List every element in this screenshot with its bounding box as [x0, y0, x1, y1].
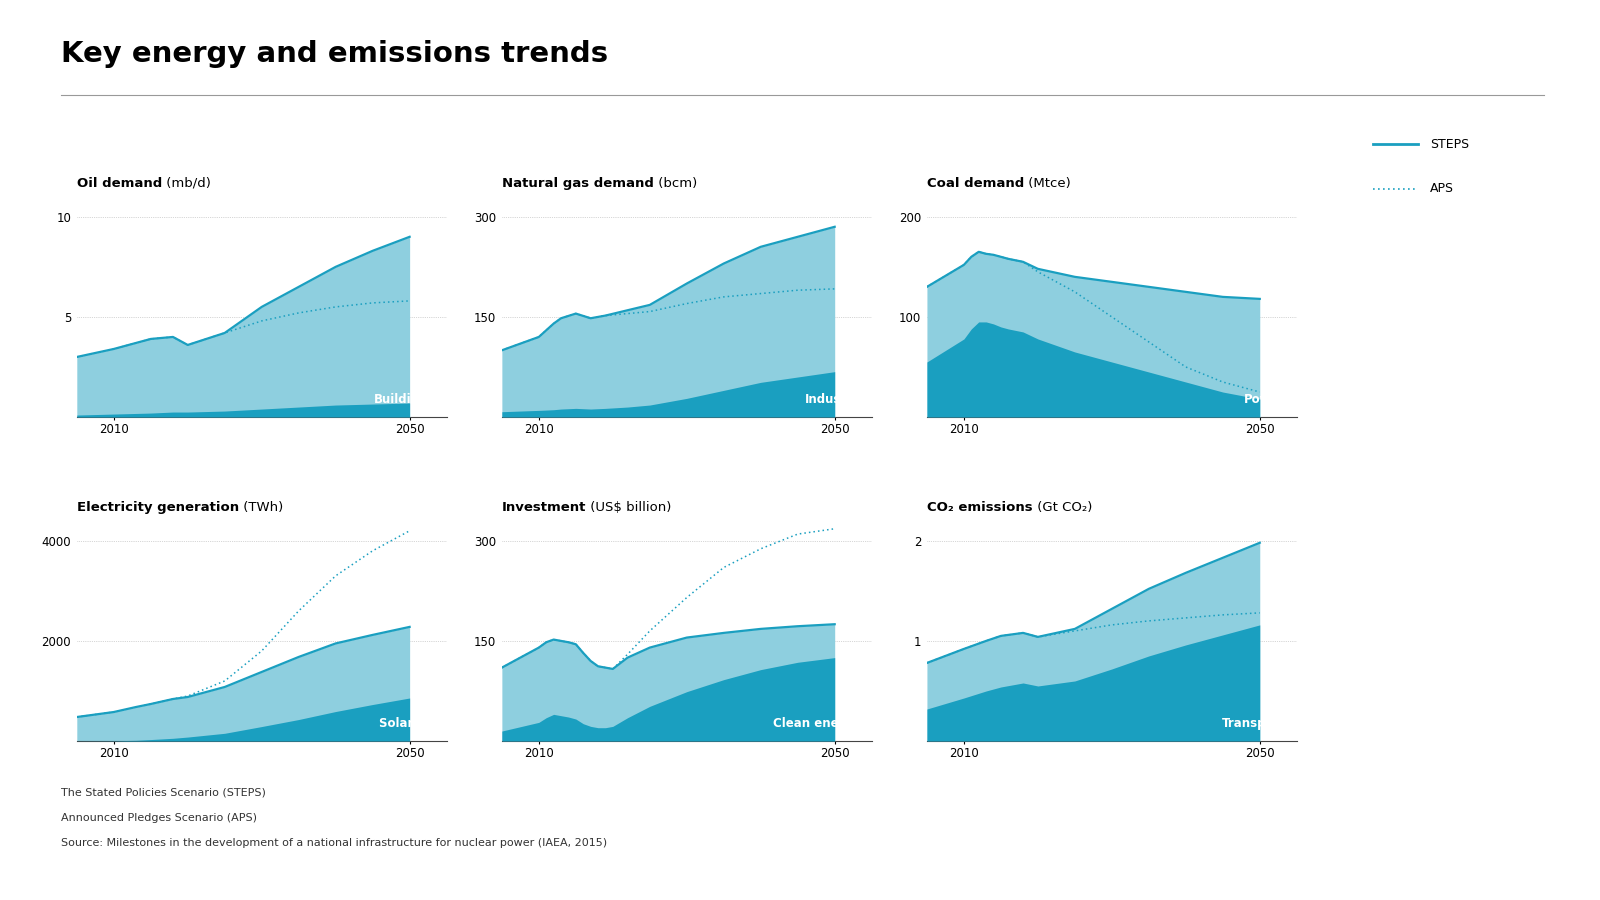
Text: Investment: Investment [502, 500, 586, 514]
Text: (Gt CO₂): (Gt CO₂) [1032, 500, 1091, 514]
Text: Key energy and emissions trends: Key energy and emissions trends [61, 40, 608, 68]
Text: Electricity generation: Electricity generation [77, 500, 238, 514]
Text: STEPS: STEPS [1430, 138, 1469, 150]
Text: (US$ billion): (US$ billion) [586, 500, 672, 514]
Text: APS: APS [1430, 183, 1454, 195]
Text: Natural gas demand: Natural gas demand [502, 176, 654, 190]
Text: (mb/d): (mb/d) [162, 176, 211, 190]
Text: (bcm): (bcm) [654, 176, 698, 190]
Text: Industry: Industry [805, 393, 861, 406]
Text: Coal demand: Coal demand [926, 176, 1024, 190]
Text: Power: Power [1245, 393, 1286, 406]
Text: (TWh): (TWh) [238, 500, 283, 514]
Text: The Stated Policies Scenario (STEPS): The Stated Policies Scenario (STEPS) [61, 788, 266, 797]
Text: Buildings: Buildings [374, 393, 435, 406]
Text: Solar PV: Solar PV [379, 717, 435, 730]
Text: Source: Milestones in the development of a national infrastructure for nuclear p: Source: Milestones in the development of… [61, 838, 606, 848]
Text: Clean energy: Clean energy [773, 717, 861, 730]
Text: Transport: Transport [1222, 717, 1286, 730]
Text: (Mtce): (Mtce) [1024, 176, 1070, 190]
Text: CO₂ emissions: CO₂ emissions [926, 500, 1032, 514]
Text: Announced Pledges Scenario (APS): Announced Pledges Scenario (APS) [61, 813, 256, 823]
Text: Oil demand: Oil demand [77, 176, 162, 190]
